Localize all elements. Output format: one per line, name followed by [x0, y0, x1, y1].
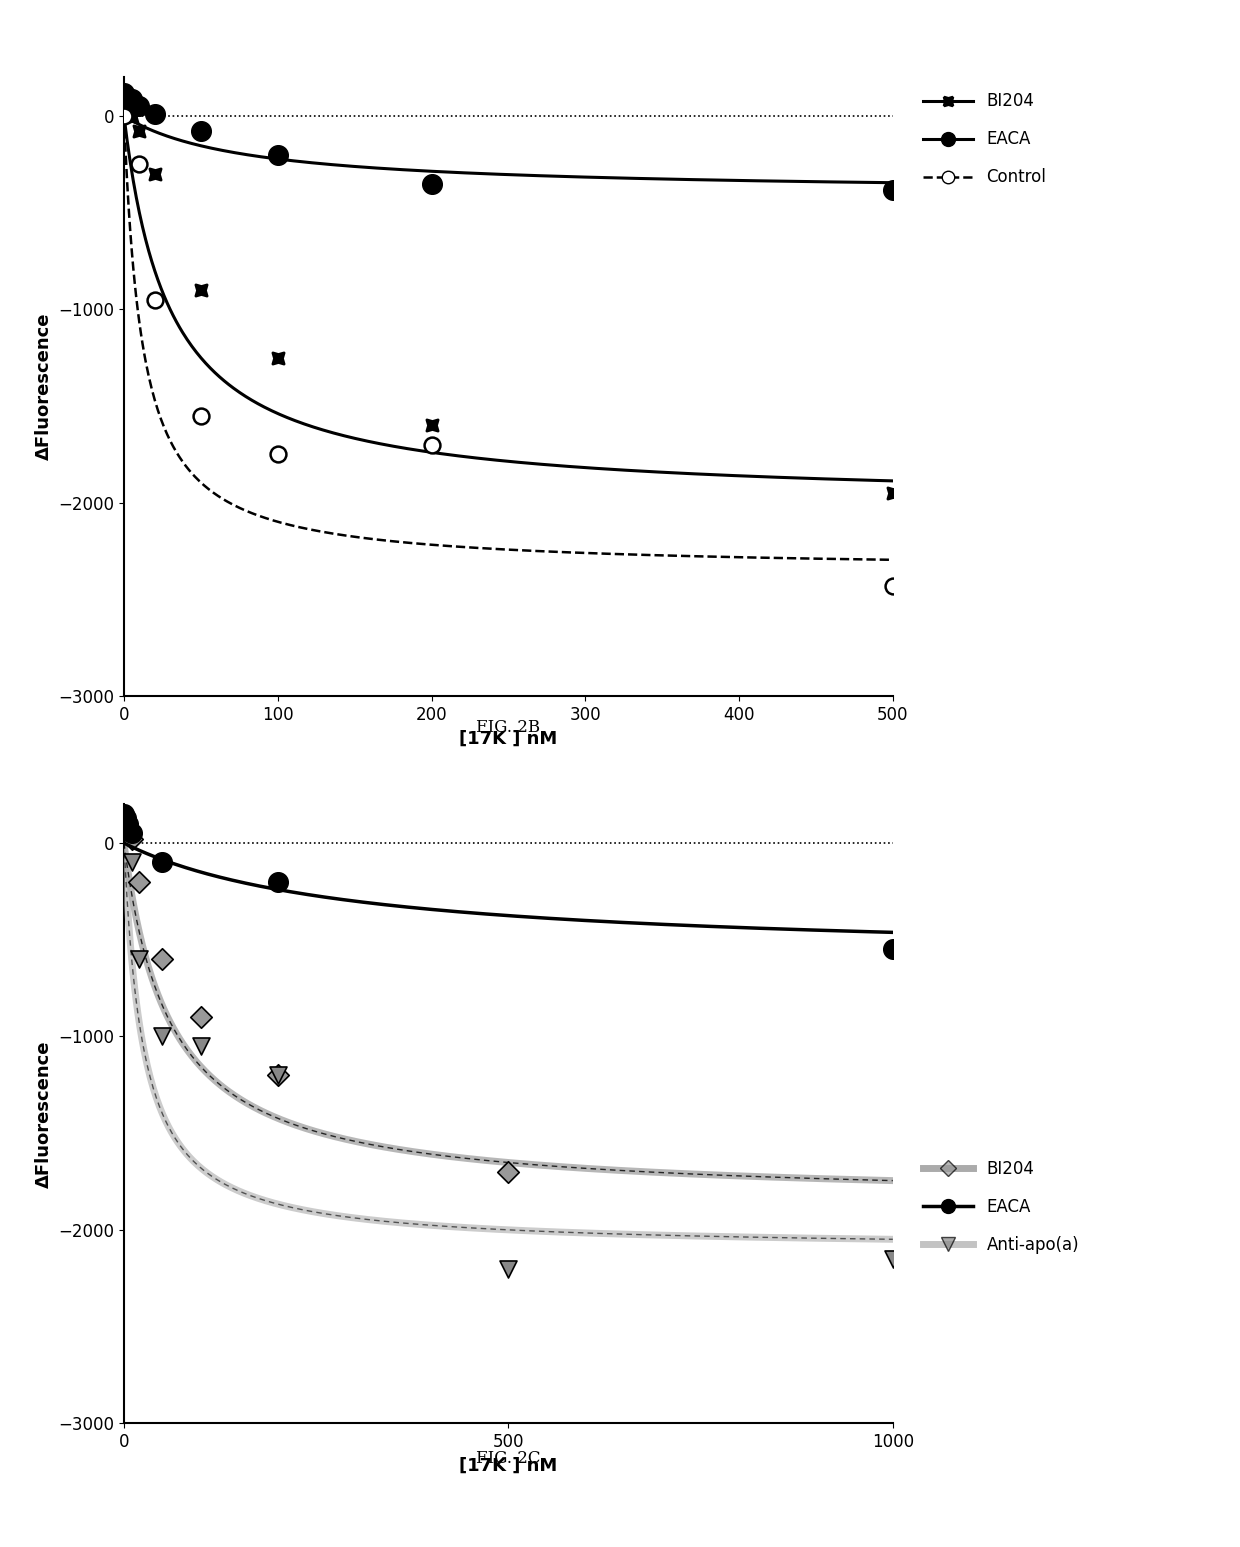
Point: [883, 1247, 903, 1272]
Text: FIG. 2C: FIG. 2C: [476, 1450, 541, 1467]
Y-axis label: ΔFluorescence: ΔFluorescence: [35, 312, 53, 461]
Point: [122, 821, 141, 846]
Point: [114, 99, 134, 124]
Point: [268, 869, 288, 894]
Point: [122, 849, 141, 874]
Point: [883, 574, 903, 599]
Point: [191, 278, 211, 303]
Point: [883, 937, 903, 962]
Point: [422, 413, 441, 438]
Point: [115, 806, 135, 831]
Point: [122, 826, 141, 851]
X-axis label: [17K ] nM: [17K ] nM: [459, 730, 558, 747]
Point: [498, 1160, 518, 1185]
Point: [122, 105, 141, 130]
Point: [191, 1006, 211, 1030]
Point: [117, 84, 136, 108]
Point: [422, 172, 441, 196]
Point: [114, 801, 134, 826]
Point: [153, 1024, 172, 1049]
Point: [114, 80, 134, 105]
Point: [117, 102, 136, 127]
Point: [145, 102, 165, 127]
Point: [268, 142, 288, 167]
Point: [114, 821, 134, 846]
Point: [153, 947, 172, 972]
Point: [145, 288, 165, 312]
Point: [268, 345, 288, 370]
Point: [883, 481, 903, 506]
Point: [129, 152, 149, 176]
Point: [268, 442, 288, 467]
Y-axis label: ΔFluorescence: ΔFluorescence: [35, 1040, 53, 1188]
Point: [114, 811, 134, 835]
Point: [268, 1063, 288, 1088]
Point: [129, 94, 149, 119]
Legend: BI204, EACA, Control: BI204, EACA, Control: [916, 85, 1053, 193]
Point: [129, 869, 149, 894]
Point: [114, 104, 134, 128]
Point: [191, 1033, 211, 1058]
Point: [191, 404, 211, 429]
Point: [118, 820, 138, 845]
Point: [422, 432, 441, 456]
Point: [145, 161, 165, 186]
Point: [118, 811, 138, 835]
Point: [268, 1063, 288, 1088]
Point: [129, 119, 149, 144]
X-axis label: [17K ] nM: [17K ] nM: [459, 1457, 558, 1474]
Point: [129, 947, 149, 972]
Text: FIG. 2B: FIG. 2B: [476, 719, 541, 736]
Point: [191, 119, 211, 144]
Point: [883, 176, 903, 201]
Point: [153, 849, 172, 874]
Legend: BI204, EACA, Anti-apo(a): BI204, EACA, Anti-apo(a): [916, 1153, 1086, 1261]
Point: [122, 87, 141, 111]
Point: [498, 1256, 518, 1281]
